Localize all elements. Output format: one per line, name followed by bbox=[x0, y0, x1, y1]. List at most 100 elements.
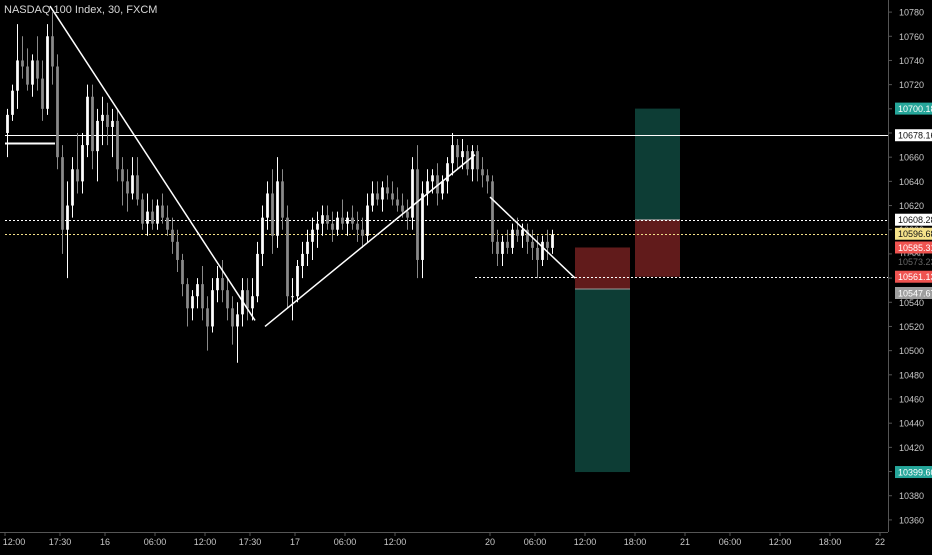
candle bbox=[341, 199, 344, 230]
x-tick-label: 21 bbox=[680, 537, 690, 547]
candle bbox=[451, 133, 454, 176]
candle bbox=[441, 175, 444, 200]
candle-body bbox=[371, 193, 374, 206]
trend-lines[interactable] bbox=[49, 5, 576, 328]
candle bbox=[426, 169, 429, 206]
y-tick-label: 10660 bbox=[899, 153, 924, 163]
candle-body bbox=[191, 296, 194, 309]
candle-body bbox=[331, 223, 334, 230]
candle bbox=[61, 145, 64, 254]
candle-body bbox=[396, 199, 399, 206]
position-target-zone[interactable] bbox=[575, 288, 630, 473]
x-tick-label: 17:30 bbox=[239, 537, 262, 547]
price-badge-bg bbox=[895, 270, 932, 283]
candle bbox=[141, 193, 144, 230]
y-tick-label: 10440 bbox=[899, 419, 924, 429]
candle-body bbox=[441, 181, 444, 194]
position-tools[interactable] bbox=[575, 108, 680, 473]
candle bbox=[376, 181, 379, 206]
y-tick-label: 10540 bbox=[899, 298, 924, 308]
candle-body bbox=[21, 60, 24, 67]
candle bbox=[456, 139, 459, 170]
candle-body bbox=[201, 284, 204, 309]
candle-body bbox=[506, 241, 509, 248]
candle bbox=[106, 102, 109, 146]
price-badge bbox=[895, 256, 932, 268]
candlestick-series bbox=[6, 12, 554, 363]
candle-body bbox=[136, 175, 139, 200]
position-stop-zone[interactable] bbox=[575, 247, 630, 289]
price-badge-label: 10700.18 bbox=[898, 104, 932, 114]
candle bbox=[481, 157, 484, 188]
price-badge-bg bbox=[895, 241, 932, 254]
price-badge-label: 10608.28 bbox=[898, 215, 932, 225]
candle-body bbox=[46, 36, 49, 109]
candle-body bbox=[541, 241, 544, 260]
candle-body bbox=[231, 308, 234, 327]
position-stop-zone[interactable] bbox=[635, 219, 680, 277]
candle-body bbox=[271, 193, 274, 236]
candle-body bbox=[151, 211, 154, 224]
candle-body bbox=[11, 90, 14, 115]
candle-body bbox=[546, 241, 549, 248]
candle-body bbox=[31, 60, 34, 85]
trend-line[interactable] bbox=[264, 154, 476, 328]
candle bbox=[6, 108, 9, 158]
x-tick-label: 12:00 bbox=[3, 537, 26, 547]
candle bbox=[41, 60, 44, 121]
candle-body bbox=[111, 120, 114, 127]
candle bbox=[131, 157, 134, 200]
position-short[interactable] bbox=[575, 247, 630, 473]
price-badge: 10608.28 bbox=[895, 213, 932, 226]
candle-body bbox=[141, 199, 144, 224]
price-badge: 10561.13 bbox=[895, 270, 932, 283]
candle-body bbox=[501, 241, 504, 254]
x-tick-label: 20 bbox=[485, 537, 495, 547]
candle bbox=[406, 199, 409, 230]
trend-line[interactable] bbox=[49, 5, 256, 321]
x-tick-label: 17 bbox=[290, 537, 300, 547]
candle-body bbox=[326, 215, 329, 224]
price-badge-label: 10399.60 bbox=[898, 468, 932, 478]
horizontal-lines[interactable] bbox=[5, 135, 888, 278]
candle-body bbox=[526, 229, 529, 242]
candle bbox=[246, 278, 249, 321]
candle-body bbox=[216, 278, 219, 291]
candle bbox=[366, 193, 369, 242]
candle-body bbox=[86, 96, 89, 146]
candle bbox=[221, 259, 224, 303]
candle bbox=[531, 229, 534, 260]
candle-body bbox=[481, 169, 484, 176]
candle bbox=[506, 229, 509, 254]
candle-body bbox=[161, 205, 164, 218]
candle-body bbox=[246, 290, 249, 309]
candle bbox=[251, 278, 254, 321]
candle bbox=[386, 175, 389, 200]
candle bbox=[86, 84, 89, 158]
price-badge-label: 10547.67 bbox=[898, 288, 932, 298]
candle bbox=[216, 266, 219, 303]
x-tick-label: 17:30 bbox=[49, 537, 72, 547]
candle-body bbox=[376, 193, 379, 200]
candle bbox=[46, 24, 49, 115]
candle bbox=[281, 169, 284, 230]
candle-body bbox=[106, 114, 109, 127]
trend-line[interactable] bbox=[489, 196, 576, 279]
price-badge: 10700.18 bbox=[895, 102, 932, 115]
position-long[interactable] bbox=[635, 108, 680, 277]
candle bbox=[511, 223, 514, 254]
position-target-zone[interactable] bbox=[635, 108, 680, 220]
candle bbox=[351, 205, 354, 230]
y-tick-label: 10760 bbox=[899, 32, 924, 42]
candle-body bbox=[551, 234, 554, 248]
price-badge: 10585.31 bbox=[895, 241, 932, 254]
candle bbox=[206, 296, 209, 351]
candle-body bbox=[261, 217, 264, 254]
candle bbox=[416, 145, 419, 279]
candle bbox=[331, 211, 334, 242]
x-tick-label: 06:00 bbox=[144, 537, 167, 547]
candle-body bbox=[221, 278, 224, 291]
candle bbox=[541, 235, 544, 266]
